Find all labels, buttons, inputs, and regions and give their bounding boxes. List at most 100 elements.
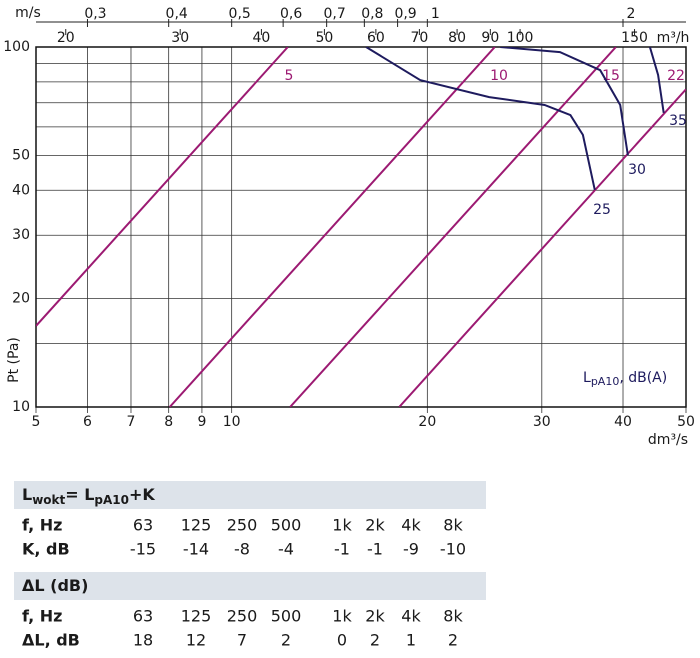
plot-frame (35, 46, 687, 408)
table-cell: -4 (278, 540, 294, 559)
table-cell: 63 (133, 516, 153, 535)
series-line (648, 47, 665, 114)
table-cell: 2 (448, 631, 458, 650)
title-part: +K (129, 485, 155, 504)
table-cell: 4k (401, 607, 421, 626)
table-cell: 500 (271, 516, 302, 535)
y-tick-label: 10 (12, 399, 30, 415)
table-cell: 8k (443, 607, 463, 626)
title-part: = L (65, 485, 94, 504)
title-part: wokt (32, 493, 65, 507)
top-tick-label: 0,3 (84, 6, 106, 22)
table-cell: -10 (440, 540, 466, 559)
y-tick-label: 20 (12, 291, 30, 307)
series-line (36, 47, 289, 327)
y-axis-label: Pt (Pa) (6, 337, 22, 383)
row-label: K, dB (22, 540, 70, 559)
annotation-part: , dB(A) (619, 370, 667, 386)
table-cell: -8 (234, 540, 250, 559)
row-label: f, Hz (22, 516, 62, 535)
table-cell: 7 (237, 631, 247, 650)
table-cell: 18 (133, 631, 153, 650)
top-tick-label: 80 (448, 30, 466, 46)
table-cell: 8k (443, 516, 463, 535)
top-tick-label: 20 (57, 30, 75, 46)
table-cell: -14 (183, 540, 209, 559)
top-tick-label: 100 (507, 30, 534, 46)
y-tick-label: 50 (12, 147, 30, 163)
top-tick-label: 30 (171, 30, 189, 46)
table-cell: 2k (365, 607, 385, 626)
row-label: f, Hz (22, 607, 62, 626)
x-axis-label: dm³/s (648, 432, 688, 448)
table-cell: -1 (367, 540, 383, 559)
table-cell: 0 (337, 631, 347, 650)
series-line (168, 47, 496, 407)
x-tick-label: 5 (32, 414, 41, 430)
top-axis-label: m³/h (657, 30, 690, 46)
table-cell: 1k (332, 516, 352, 535)
x-tick-label: 10 (223, 414, 241, 430)
title-part: ΔL (dB) (22, 576, 88, 595)
y-tick-label: 40 (12, 182, 30, 198)
series-line (398, 88, 686, 407)
top-tick-label: 0,8 (361, 6, 383, 22)
table-cell: -15 (130, 540, 156, 559)
top-tick-label: 50 (315, 30, 333, 46)
y-tick-label: 100 (3, 39, 30, 55)
x-tick-label: 6 (83, 414, 92, 430)
table-title: Lwokt= LpA10+K (22, 485, 155, 507)
table-cell: 63 (133, 607, 153, 626)
series-label: 15 (602, 68, 620, 84)
top-tick-label: 0,6 (280, 6, 302, 22)
x-tick-label: 7 (127, 414, 136, 430)
top-tick-label: 60 (367, 30, 385, 46)
table-cell: -9 (403, 540, 419, 559)
series-label: 35 (669, 113, 687, 129)
series-label: 10 (490, 68, 508, 84)
top-tick-label: 0,7 (324, 6, 346, 22)
series-line (500, 47, 629, 156)
table-header-bg (14, 481, 486, 509)
series-label: 30 (628, 162, 646, 178)
series-label: 25 (593, 202, 611, 218)
annotation: LpA10, dB(A) (583, 370, 667, 388)
top-tick-label: 70 (410, 30, 428, 46)
series-label: 5 (285, 68, 294, 84)
top-tick-label: 150 (621, 30, 648, 46)
x-tick-label: 40 (614, 414, 632, 430)
table-cell: 250 (227, 516, 258, 535)
table-cell: 250 (227, 607, 258, 626)
table-cell: 2 (281, 631, 291, 650)
title-part: pA10 (94, 493, 129, 507)
table-cell: 2 (370, 631, 380, 650)
top-tick-label: 0,9 (394, 6, 416, 22)
table-cell: 2k (365, 516, 385, 535)
table-cell: -1 (334, 540, 350, 559)
tables: Lwokt= LpA10+K f, Hz 63 125 250 500 1k 2k 4k 8k K,… (14, 481, 486, 650)
title-part: L (22, 485, 32, 504)
series-label: 22 (667, 68, 685, 84)
x-tick-label: 30 (533, 414, 551, 430)
row-label: ΔL, dB (22, 631, 80, 650)
series-line (365, 47, 596, 191)
table-title: ΔL (dB) (22, 576, 88, 595)
table-cell: 125 (181, 516, 212, 535)
top-tick-label: 0,5 (229, 6, 251, 22)
top-tick-label: 40 (252, 30, 270, 46)
table-cell: 4k (401, 516, 421, 535)
table-cell: 1 (406, 631, 416, 650)
annotation-part: L (583, 370, 591, 386)
x-tick-label: 8 (164, 414, 173, 430)
table-cell: 500 (271, 607, 302, 626)
x-tick-label: 9 (197, 414, 206, 430)
annotation-part: pA10 (591, 375, 620, 388)
top-axis-label: m/s (15, 5, 41, 21)
table-cell: 125 (181, 607, 212, 626)
top-tick-label: 2 (627, 6, 636, 22)
top-tick-label: 0,4 (166, 6, 188, 22)
table-cell: 1k (332, 607, 352, 626)
top-tick-label: 90 (481, 30, 499, 46)
x-tick-label: 50 (677, 414, 695, 430)
